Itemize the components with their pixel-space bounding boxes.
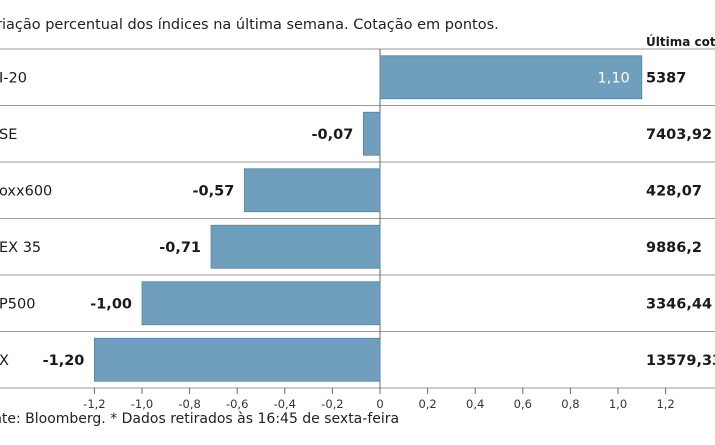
x-tick-label: -0,4 (274, 397, 296, 411)
last-quote-header: Última cotação (646, 35, 715, 49)
last-quote-value: 3346,44 (646, 296, 712, 312)
last-quote-value: 5387 (646, 70, 686, 86)
x-tick-label: 0 (376, 397, 383, 411)
x-tick-label: -0,6 (226, 397, 248, 411)
category-label: EX 35 (0, 240, 41, 256)
category-label: P500 (0, 296, 35, 312)
chart-subtitle: riação percentual dos índices na última … (0, 17, 499, 33)
value-label: -1,20 (43, 353, 85, 369)
x-tick-label: -1,0 (131, 397, 153, 411)
value-label: -1,00 (90, 296, 132, 312)
bar (141, 281, 381, 326)
x-tick-label: -0,2 (321, 397, 343, 411)
x-tick-label: 0,8 (561, 397, 579, 411)
x-tick-label: -0,8 (178, 397, 200, 411)
category-label: I-20 (0, 70, 27, 86)
bar (379, 55, 643, 100)
value-label: -0,57 (193, 183, 235, 199)
x-tick-label: 0,4 (466, 397, 484, 411)
last-quote-value: 9886,2 (646, 240, 702, 256)
bar (243, 168, 381, 213)
value-label: -0,71 (159, 240, 201, 256)
bar (210, 224, 381, 269)
value-label: 1,10 (598, 70, 630, 86)
x-tick-label: 0,2 (418, 397, 436, 411)
bar (362, 111, 381, 156)
category-label: oxx600 (0, 183, 52, 199)
category-label: SE (0, 127, 17, 143)
category-label: X (0, 353, 9, 369)
x-tick-label: -1,2 (83, 397, 105, 411)
bar (94, 337, 381, 382)
x-tick-label: 1,0 (609, 397, 627, 411)
x-tick-label: 0,6 (514, 397, 532, 411)
x-tick-label: 1,2 (656, 397, 674, 411)
last-quote-value: 7403,92 (646, 127, 712, 143)
source-note: nte: Bloomberg. * Dados retirados às 16:… (0, 411, 400, 427)
last-quote-value: 428,07 (646, 183, 702, 199)
last-quote-value: 13579,33 (646, 353, 715, 369)
value-label: -0,07 (312, 127, 354, 143)
